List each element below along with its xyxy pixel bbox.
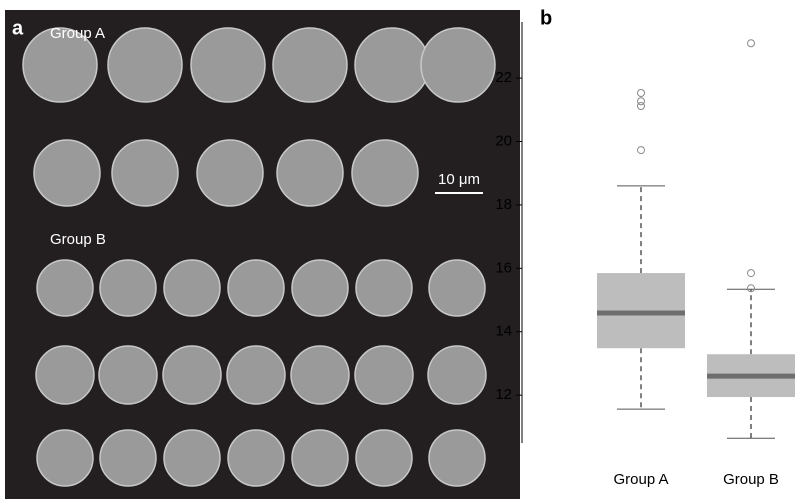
grain xyxy=(37,260,93,316)
grain xyxy=(355,28,429,102)
grain xyxy=(356,430,412,486)
x-tick-label: Group A xyxy=(613,471,668,488)
y-tick-label: 16 xyxy=(495,259,512,276)
group-label: Group A xyxy=(50,25,105,42)
grain xyxy=(164,430,220,486)
grain xyxy=(429,260,485,316)
grain xyxy=(163,346,221,404)
grain xyxy=(34,140,100,206)
grain xyxy=(227,346,285,404)
grain xyxy=(100,430,156,486)
grain xyxy=(164,260,220,316)
y-tick-label: 20 xyxy=(495,132,512,149)
grain xyxy=(428,346,486,404)
grain xyxy=(273,28,347,102)
grain xyxy=(197,140,263,206)
grain xyxy=(292,430,348,486)
figure: a Group A Group B 10 μm b 12 14 16 18 20 22 Gr… xyxy=(0,0,803,499)
outlier xyxy=(748,270,755,277)
outlier xyxy=(638,103,645,110)
grain xyxy=(292,260,348,316)
y-tick-label: 18 xyxy=(495,196,512,213)
x-tick-label: Group B xyxy=(723,471,779,488)
grain xyxy=(429,430,485,486)
grain xyxy=(37,430,93,486)
y-tick-label: 12 xyxy=(495,386,512,403)
grain xyxy=(112,140,178,206)
outlier xyxy=(748,40,755,47)
panel-label: a xyxy=(12,17,24,39)
y-tick-label: 14 xyxy=(495,323,512,340)
grain xyxy=(355,346,413,404)
panel-label: b xyxy=(540,7,552,29)
grain xyxy=(191,28,265,102)
grain xyxy=(291,346,349,404)
grain xyxy=(352,140,418,206)
grain xyxy=(36,346,94,404)
grain xyxy=(108,28,182,102)
grain xyxy=(421,28,495,102)
grain xyxy=(228,430,284,486)
grain xyxy=(99,346,157,404)
outlier xyxy=(638,147,645,154)
outlier xyxy=(638,90,645,97)
grain xyxy=(228,260,284,316)
group-label: Group B xyxy=(50,231,106,248)
grain xyxy=(356,260,412,316)
grain xyxy=(277,140,343,206)
grain xyxy=(100,260,156,316)
y-tick-label: 22 xyxy=(495,69,512,86)
scale-bar-label: 10 μm xyxy=(438,171,480,188)
